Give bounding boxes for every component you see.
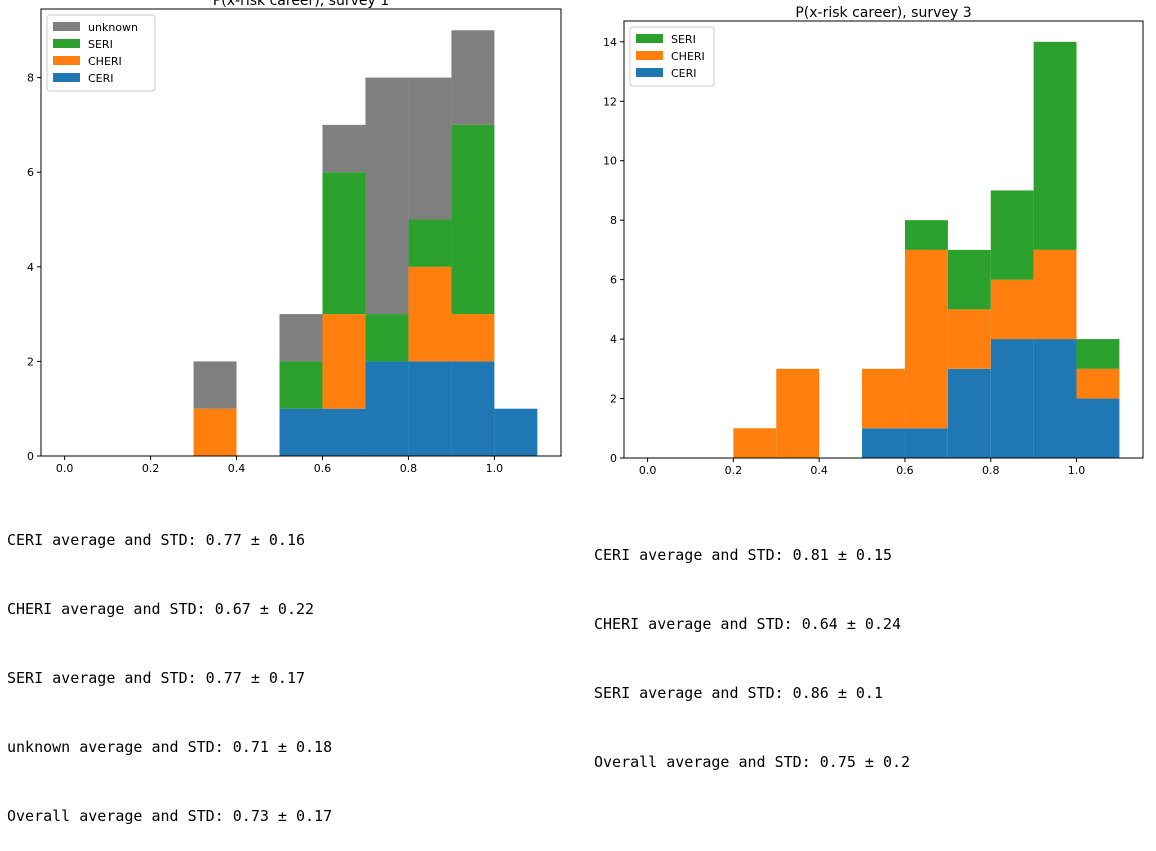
bar-unknown: [322, 124, 366, 173]
bar-ceri: [862, 428, 905, 458]
bar-ceri: [451, 361, 495, 456]
bar-cheri: [776, 368, 820, 458]
x-tick-label: 0.2: [142, 462, 160, 475]
y-tick-label: 4: [610, 333, 617, 346]
bar-ceri: [494, 408, 538, 456]
bar-unknown: [451, 30, 495, 125]
bar-cheri: [322, 314, 366, 409]
bar-unknown: [279, 314, 323, 362]
legend-swatch-cheri: [636, 51, 663, 60]
stats-line-seri: SERI average and STD: 0.77 ± 0.17: [7, 669, 306, 687]
bar-ceri: [990, 339, 1034, 458]
x-tick-label: 0.4: [228, 462, 246, 475]
bar-cheri: [1033, 249, 1077, 340]
bar-unknown: [193, 361, 237, 409]
x-tick-label: 0.2: [725, 464, 743, 477]
x-tick-label: 0.6: [314, 462, 332, 475]
stats-line-overall: Overall average and STD: 0.73 ± 0.17: [7, 807, 333, 825]
bar-seri: [990, 190, 1034, 280]
bar-cheri: [862, 368, 905, 429]
y-tick-label: 0: [610, 452, 617, 465]
x-tick-label: 0.0: [56, 462, 74, 475]
bar-seri: [279, 361, 323, 409]
bar-seri: [322, 172, 366, 315]
stats-line-overall: Overall average and STD: 0.75 ± 0.2: [594, 753, 911, 771]
y-tick-label: 6: [610, 274, 617, 287]
bar-seri: [408, 219, 452, 267]
bar-ceri: [1076, 398, 1120, 458]
bar-seri: [1076, 339, 1120, 369]
legend-label-ceri: CERI: [671, 67, 697, 80]
legend-swatch-seri: [636, 34, 663, 43]
y-tick-label: 2: [27, 355, 34, 368]
x-tick-label: 1.0: [1068, 464, 1086, 477]
bar-cheri: [947, 309, 991, 369]
legend-label-cheri: CHERI: [88, 55, 122, 68]
bar-cheri: [1076, 368, 1120, 399]
chart-survey-1: P(x-risk career), survey 1 0.0 0.2 0.4 0.6 0.…: [27, 0, 562, 475]
legend-swatch-cheri: [53, 56, 80, 65]
legend-label-unknown: unknown: [88, 21, 138, 34]
bar-ceri: [322, 408, 366, 456]
legend-label-cheri: CHERI: [671, 50, 705, 63]
bar-unknown: [365, 77, 409, 315]
bar-unknown: [408, 77, 452, 220]
plot-frame: [40, 8, 562, 457]
legend-swatch-seri: [53, 39, 80, 48]
bar-seri: [365, 314, 409, 362]
y-tick-label: 8: [610, 214, 617, 227]
stats-line-ceri: CERI average and STD: 0.81 ± 0.15: [594, 546, 893, 564]
bar-seri: [947, 249, 991, 310]
x-tick-label: 0.4: [810, 464, 828, 477]
y-tick-label: 12: [603, 95, 617, 108]
y-tick-label: 8: [27, 72, 34, 85]
stats-line-cheri: CHERI average and STD: 0.64 ± 0.24: [594, 615, 902, 633]
stats-line-seri: SERI average and STD: 0.86 ± 0.1: [594, 684, 883, 702]
stats-line-cheri: CHERI average and STD: 0.67 ± 0.22: [7, 600, 315, 618]
bar-ceri: [1033, 339, 1077, 458]
bar-ceri: [408, 361, 452, 456]
legend-label-seri: SERI: [671, 33, 696, 46]
bar-cheri: [451, 314, 495, 362]
y-tick-label: 6: [27, 166, 34, 179]
bar-ceri: [904, 428, 948, 458]
legend-label-ceri: CERI: [88, 72, 114, 85]
chart-title: P(x-risk career), survey 1: [213, 0, 389, 9]
chart-survey-3: P(x-risk career), survey 3 0.0 0.2 0.4 0.6 0.…: [603, 5, 1144, 477]
stats-output-survey-3: CERI average and STD: 0.81 ± 0.15 CHERI …: [594, 498, 910, 797]
bar-ceri: [947, 368, 991, 458]
x-tick-label: 0.8: [982, 464, 1000, 477]
chart-title: P(x-risk career), survey 3: [795, 5, 971, 21]
bar-cheri: [733, 428, 777, 458]
plot-frame: [623, 20, 1144, 459]
bar-seri: [904, 220, 948, 250]
y-tick-label: 10: [603, 155, 617, 168]
legend-swatch-ceri: [53, 73, 80, 82]
y-tick-label: 2: [610, 393, 617, 406]
bar-ceri: [279, 408, 323, 456]
x-tick-label: 0.0: [639, 464, 657, 477]
bar-cheri: [408, 266, 452, 362]
x-tick-label: 0.8: [400, 462, 418, 475]
bar-cheri: [904, 249, 948, 429]
bar-ceri: [365, 361, 409, 456]
stats-line-ceri: CERI average and STD: 0.77 ± 0.16: [7, 531, 306, 549]
y-tick-label: 14: [603, 36, 617, 49]
histogram-figure: P(x-risk career), survey 1 0.0 0.2 0.4 0.6 0.…: [27, 0, 1144, 477]
stats-output-survey-1: CERI average and STD: 0.77 ± 0.16 CHERI …: [7, 483, 332, 851]
stats-line-unknown: unknown average and STD: 0.71 ± 0.18: [7, 738, 333, 756]
bar-seri: [451, 124, 495, 315]
x-tick-label: 1.0: [486, 462, 504, 475]
legend-swatch-ceri: [636, 68, 663, 77]
bar-cheri: [193, 408, 237, 456]
y-tick-label: 4: [27, 261, 34, 274]
legend-label-seri: SERI: [88, 38, 113, 51]
bar-cheri: [990, 279, 1034, 340]
legend-swatch-unknown: [53, 22, 80, 31]
x-tick-label: 0.6: [896, 464, 914, 477]
y-tick-label: 0: [27, 450, 34, 463]
bar-seri: [1033, 41, 1077, 250]
legend-box: [46, 14, 156, 92]
